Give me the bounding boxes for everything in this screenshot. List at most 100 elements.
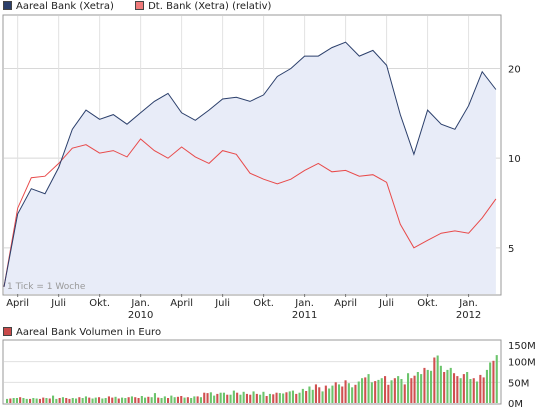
volume-bar [262, 391, 265, 403]
volume-bar [29, 398, 32, 403]
volume-bar [272, 394, 275, 403]
volume-y-tick-label: 50M [508, 378, 529, 389]
volume-bar [282, 393, 285, 403]
volume-bar [130, 396, 133, 403]
volume-bar [157, 397, 160, 403]
volume-bar [495, 355, 498, 403]
volume-bar [413, 375, 416, 403]
volume-bar [25, 398, 28, 403]
volume-bar [482, 377, 485, 403]
volume-bar [88, 397, 91, 403]
volume-bar [15, 398, 18, 403]
price-legend: Aareal Bank (Xetra) Dt. Bank (Xetra) (re… [3, 1, 289, 13]
volume-legend-label: Aareal Bank Volumen in Euro [16, 327, 162, 338]
volume-bar [305, 391, 308, 403]
volume-bar [462, 374, 465, 403]
volume-bar [476, 381, 479, 403]
volume-bar [209, 392, 212, 403]
price-x-tick-label: April [334, 298, 357, 309]
volume-bar [344, 380, 347, 403]
volume-bar [252, 391, 255, 403]
volume-y-tick-label: 0M [508, 399, 523, 410]
volume-bar [239, 394, 242, 403]
volume-bar [117, 398, 120, 403]
volume-bar [321, 391, 324, 403]
volume-y-tick-label: 100M [508, 358, 536, 369]
volume-bar [393, 378, 396, 403]
volume-bar [173, 397, 176, 403]
legend-label-dtbank: Dt. Bank (Xetra) (relativ) [148, 1, 272, 12]
volume-bar [104, 398, 107, 403]
volume-bar [245, 393, 248, 403]
volume-bar [68, 398, 71, 403]
price-x-tick-label: Jan. [294, 298, 314, 309]
volume-bar [216, 393, 219, 403]
volume-bar [144, 397, 147, 403]
volume-y-tick-label: 150M [508, 341, 536, 352]
volume-bar [354, 384, 357, 403]
volume-bar [140, 396, 143, 403]
volume-y-ticks: 0M 50M 100M 150M [508, 341, 536, 410]
volume-bar [101, 398, 104, 403]
price-x-tick-label: Okt. [253, 298, 274, 309]
volume-bar [242, 391, 245, 403]
volume-bar [91, 398, 94, 403]
volume-bar [407, 373, 410, 403]
volume-bar [190, 398, 193, 403]
tick-note: 1 Tick = 1 Woche [7, 282, 86, 292]
volume-bar [433, 357, 436, 403]
price-x-tick-label: Okt. [417, 298, 438, 309]
volume-bar [153, 393, 156, 403]
legend-label-aareal: Aareal Bank (Xetra) [16, 1, 114, 12]
volume-bar [374, 381, 377, 403]
volume-bar [268, 393, 271, 403]
volume-bar [186, 397, 189, 403]
volume-bar [449, 367, 452, 403]
volume-bar [318, 387, 321, 403]
volume-bar [364, 377, 367, 403]
price-x-tick-label: Juli [50, 298, 66, 309]
volume-bar [35, 398, 38, 403]
volume-bar [45, 398, 48, 403]
volume-bar [206, 393, 209, 403]
volume-bar [75, 398, 78, 403]
volume-bar [84, 396, 87, 403]
volume-bar [361, 378, 364, 403]
legend-swatch-dtbank [135, 1, 145, 10]
volume-bar [78, 397, 81, 403]
volume-bar [259, 394, 262, 403]
volume-bar [485, 369, 488, 403]
volume-bar [32, 398, 35, 403]
volume-bar [308, 386, 311, 403]
volume-bar [52, 395, 55, 403]
volume-bar [160, 398, 163, 403]
volume-bar [430, 370, 433, 403]
series-area-aareal [4, 42, 496, 295]
legend-item-dtbank: Dt. Bank (Xetra) (relativ) [135, 1, 271, 13]
volume-bar [19, 397, 22, 403]
volume-bar [167, 398, 170, 403]
volume-bar [472, 378, 475, 403]
volume-bar [213, 395, 216, 403]
volume-bar [453, 373, 456, 403]
volume-bar [9, 398, 12, 403]
volume-bar [81, 398, 84, 403]
volume-bar [114, 396, 117, 403]
volume-bar [170, 395, 173, 403]
volume-bar [410, 378, 413, 403]
volume-bar [121, 397, 124, 403]
volume-bar [298, 392, 301, 403]
volume-bar [439, 365, 442, 403]
volume-bar [222, 392, 225, 403]
volume-bar [291, 390, 294, 403]
volume-bars [6, 355, 498, 403]
volume-bar [278, 393, 281, 403]
price-x-tick-label: Juli [214, 298, 230, 309]
volume-bar [295, 393, 298, 403]
volume-bar [55, 398, 58, 403]
volume-bar [443, 372, 446, 403]
volume-bar [416, 372, 419, 403]
volume-bar [341, 386, 344, 403]
volume-bar [163, 396, 166, 403]
